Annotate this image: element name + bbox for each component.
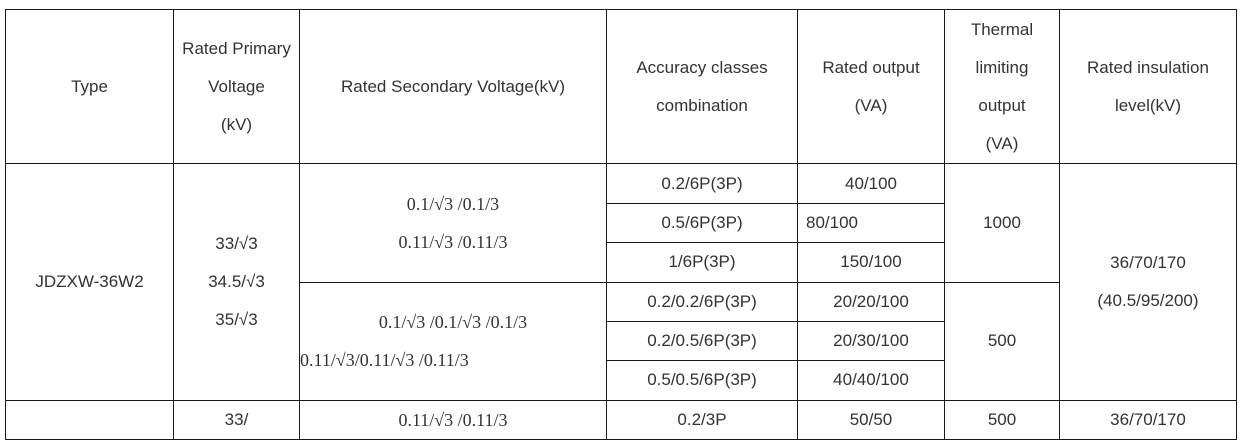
header-thermal: Thermal limiting output (VA) [944, 8, 1060, 165]
insulation-value: 36/70/170 [1110, 253, 1186, 272]
secondary-voltage-value: 0.1/√3 /0.1/3 [406, 193, 500, 214]
header-type: Type [5, 8, 174, 165]
header-row: Type Rated Primary Voltage (kV) Rated Se… [5, 8, 1237, 165]
table-row: JDZXW-36W2 33/√3 34.5/√3 35/√3 0.1/√3 /0… [5, 163, 1237, 401]
secondary-voltage-value: 0.11/√3/0.11/√3 /0.11/3 [300, 350, 469, 371]
header-thermal-line: Thermal [970, 19, 1034, 39]
secondary-voltage-value: 0.11/√3 /0.11/3 [398, 231, 508, 252]
accuracy-cell: 0.2/3P [606, 399, 798, 441]
output-cell: 40/40/100 [797, 360, 945, 401]
accuracy-cell: 1/6P(3P) [606, 242, 798, 283]
thermal-cell-group1: 1000 [944, 163, 1060, 283]
header-insulation: Rated insulation level(kV) [1059, 8, 1237, 165]
spec-table: Type Rated Primary Voltage (kV) Rated Se… [5, 8, 1237, 441]
primary-voltage-cell: 33/√3 34.5/√3 35/√3 [173, 163, 300, 401]
header-output-line: (VA) [854, 95, 888, 115]
thermal-cell-group2: 500 [944, 281, 1060, 401]
output-cell: 20/20/100 [797, 281, 945, 322]
secondary-voltage-cell: 0.11/√3 /0.11/3 [299, 399, 607, 441]
secondary-voltage-group2: 0.1/√3 /0.1/√3 /0.1/3 0.11/√3/0.11/√3 /0… [299, 281, 607, 401]
table-row: 1/6P(3P) 150/100 [6, 242, 1237, 283]
table-row: 0.5/0.5/6P(3P) 40/40/100 [6, 360, 1237, 401]
output-cell: 20/30/100 [797, 320, 945, 362]
table-row: 0.1/√3 /0.1/√3 /0.1/3 0.11/√3/0.11/√3 /0… [6, 281, 1237, 401]
secondary-voltage-value: 0.1/√3 /0.1/√3 /0.1/3 [378, 312, 528, 333]
header-insulation-line: level(kV) [1114, 95, 1182, 115]
insulation-cell: 36/70/170 [1059, 399, 1237, 441]
secondary-voltage-group1: 0.1/√3 /0.1/3 0.11/√3 /0.11/3 [299, 163, 607, 283]
accuracy-cell: 0.5/0.5/6P(3P) [606, 360, 798, 401]
model-cell: JDZXW-36W2 [5, 163, 174, 401]
header-primary-voltage-line: (kV) [220, 114, 253, 134]
output-cell: 80/100 [797, 202, 945, 244]
primary-voltage-cell: 33/ [173, 399, 300, 441]
header-primary-voltage-line: Voltage [208, 76, 265, 96]
primary-voltage-value: 34.5/√3 [208, 272, 265, 291]
model-cell-empty [5, 399, 174, 441]
header-insulation-line: Rated insulation [1087, 57, 1209, 77]
insulation-value: (40.5/95/200) [1097, 291, 1199, 310]
table-row-last: 33/ 0.11/√3 /0.11/3 0.2/3P 50/50 500 36/… [5, 399, 1237, 441]
table-row: 0.5/6P(3P) 80/100 [6, 202, 1237, 244]
header-output-line: Rated output [822, 57, 920, 77]
header-secondary-voltage: Rated Secondary Voltage(kV) [299, 8, 607, 165]
output-cell: 150/100 [797, 242, 945, 283]
header-thermal-line: output [978, 95, 1026, 115]
output-cell: 40/100 [797, 163, 945, 204]
primary-voltage-value: 33/√3 [215, 234, 258, 253]
header-thermal-line: limiting [975, 57, 1029, 77]
accuracy-cell: 0.2/6P(3P) [606, 163, 798, 204]
accuracy-cell: 0.2/0.2/6P(3P) [606, 281, 798, 322]
header-thermal-line: (VA) [985, 133, 1019, 153]
accuracy-cell: 0.5/6P(3P) [606, 202, 798, 244]
header-primary-voltage: Rated Primary Voltage (kV) [173, 8, 300, 165]
header-primary-voltage-line: Rated Primary [182, 38, 291, 58]
header-accuracy-line: Accuracy classes [636, 57, 768, 77]
primary-voltage-value: 35/√3 [215, 310, 258, 329]
output-cell: 50/50 [797, 399, 945, 441]
header-accuracy-line: combination [656, 95, 748, 115]
accuracy-cell: 0.2/0.5/6P(3P) [606, 320, 798, 362]
insulation-cell: 36/70/170 (40.5/95/200) [1059, 163, 1237, 401]
thermal-cell: 500 [944, 399, 1060, 441]
header-output: Rated output (VA) [797, 8, 945, 165]
header-accuracy: Accuracy classes combination [606, 8, 798, 165]
